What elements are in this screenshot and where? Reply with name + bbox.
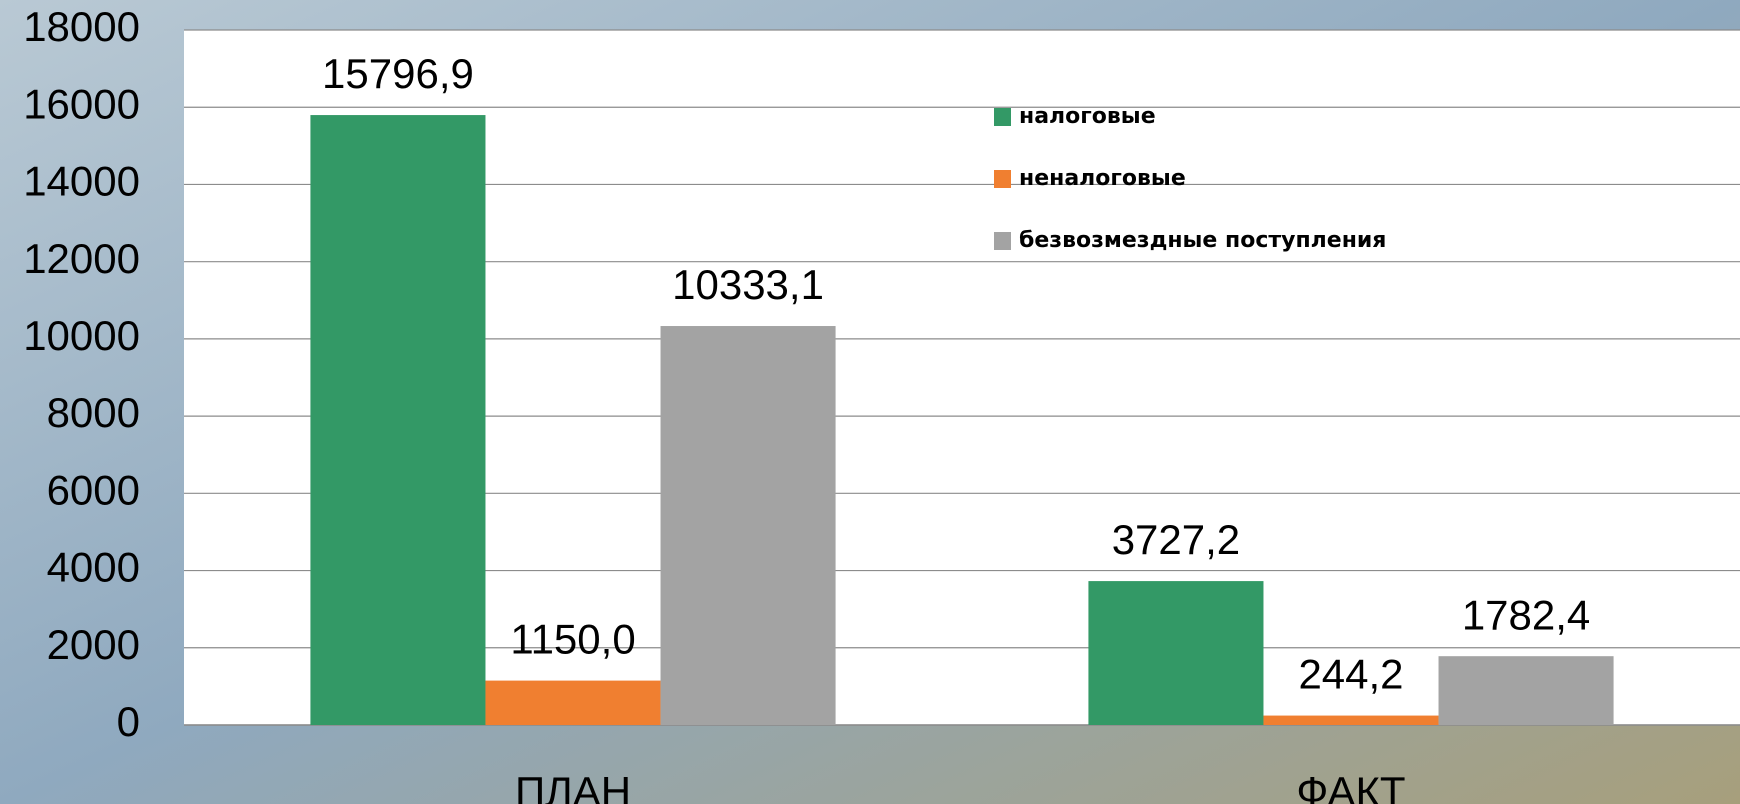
y-tick-label: 8000: [47, 389, 140, 436]
x-tick-label: ФАКТ: [1296, 768, 1405, 804]
y-tick-label: 6000: [47, 466, 140, 513]
legend-swatch: [994, 108, 1011, 126]
bar: [1088, 581, 1263, 725]
data-label: 10333,1: [672, 261, 824, 308]
chart: 0 2000 4000 6000 8000 10000 12000 14000 16000 180…: [0, 0, 1740, 804]
y-tick-label: 10000: [23, 312, 140, 359]
bar: [1263, 716, 1438, 725]
data-label: 244,2: [1298, 651, 1403, 698]
y-tick-label: 4000: [47, 544, 140, 591]
legend-swatch: [994, 170, 1011, 188]
legend-label: безвозмездные поступления: [1019, 228, 1386, 253]
x-tick-label: ПЛАН: [515, 768, 631, 804]
y-tick-label: 2000: [47, 621, 140, 668]
y-tick-label: 18000: [23, 3, 140, 50]
bar: [1439, 656, 1614, 725]
y-tick-label: 16000: [23, 80, 140, 127]
data-label: 1782,4: [1462, 591, 1590, 638]
bar: [661, 326, 836, 725]
bar: [310, 115, 485, 725]
data-label: 1150,0: [510, 616, 635, 663]
legend-label: неналоговые: [1019, 166, 1186, 191]
page: 0 2000 4000 6000 8000 10000 12000 14000 16000 180…: [0, 0, 1740, 804]
bar: [485, 681, 660, 725]
y-tick-label: 12000: [23, 235, 140, 282]
data-label: 3727,2: [1112, 516, 1240, 563]
legend-swatch: [994, 232, 1011, 250]
y-tick-label: 14000: [23, 158, 140, 205]
legend-label: налоговые: [1019, 104, 1156, 129]
data-label: 15796,9: [322, 50, 474, 97]
y-tick-label: 0: [117, 698, 140, 745]
